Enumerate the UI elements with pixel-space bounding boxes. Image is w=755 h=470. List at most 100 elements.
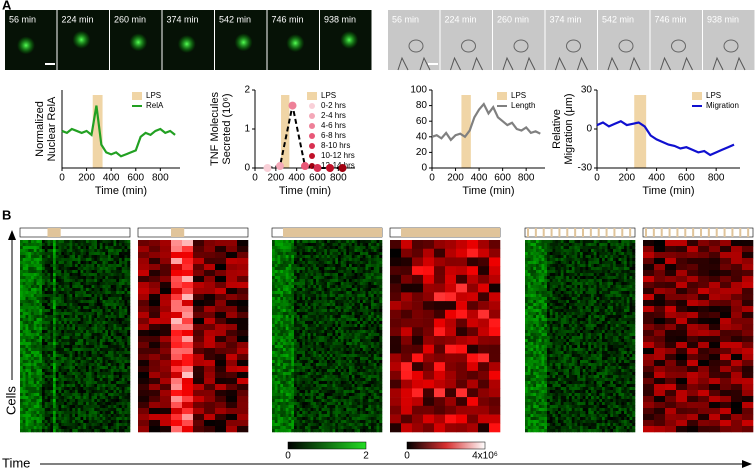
heat-cell: [124, 258, 128, 262]
heat-cell: [39, 258, 43, 262]
heat-cell: [349, 273, 353, 277]
heat-cell: [53, 258, 57, 262]
heat-cell: [305, 330, 309, 334]
heat-cell: [376, 312, 380, 316]
heat-cell: [237, 288, 249, 295]
heat-cell: [321, 306, 325, 310]
heat-cell: [119, 351, 123, 355]
heat-cell: [346, 351, 350, 355]
heat-cell: [149, 378, 161, 385]
heat-cell: [20, 396, 24, 400]
heat-cell: [53, 387, 57, 391]
heat-cell: [28, 429, 32, 433]
heat-cell: [42, 369, 46, 373]
heat-cell: [61, 285, 65, 289]
heat-cell: [36, 279, 40, 283]
heat-cell: [349, 315, 353, 319]
heat-cell: [127, 390, 131, 394]
heat-cell: [160, 258, 172, 265]
heat-cell: [329, 252, 333, 256]
heat-cell: [296, 321, 300, 325]
heat-cell: [324, 288, 328, 292]
heat-cell: [64, 309, 68, 313]
heat-cell: [77, 321, 81, 325]
heat-cell: [274, 336, 278, 340]
heat-cell: [64, 423, 68, 427]
heat-cell: [33, 414, 37, 418]
heat-cell: [365, 318, 369, 322]
heat-cell: [28, 276, 32, 280]
heat-cell: [299, 249, 303, 253]
heat-cell: [204, 300, 216, 307]
heat-cell: [343, 372, 347, 376]
heat-cell: [324, 261, 328, 265]
heat-cell: [97, 321, 101, 325]
heat-cell: [77, 243, 81, 247]
heat-cell: [291, 282, 295, 286]
heat-cell: [316, 279, 320, 283]
heat-cell: [360, 345, 364, 349]
heat-cell: [340, 246, 344, 250]
heat-cell: [376, 297, 380, 301]
heat-cell: [127, 351, 131, 355]
heat-cell: [102, 348, 106, 352]
heat-cell: [91, 345, 95, 349]
heat-cell: [215, 294, 227, 301]
heat-cell: [58, 393, 62, 397]
heat-cell: [86, 429, 90, 433]
heat-cell: [116, 387, 120, 391]
heat-cell: [25, 417, 29, 421]
y-tick-label: 30: [581, 85, 593, 96]
heat-cell: [33, 261, 37, 265]
heat-cell: [53, 390, 57, 394]
heat-cell: [97, 282, 101, 286]
heat-cell: [349, 378, 353, 382]
heat-cell: [285, 312, 289, 316]
heat-cell: [376, 279, 380, 283]
heat-cell: [105, 360, 109, 364]
heat-cell: [272, 273, 276, 277]
heat-cell: [343, 261, 347, 265]
heat-cell: [296, 288, 300, 292]
heat-cell: [283, 363, 287, 367]
heat-cell: [294, 375, 298, 379]
heat-cell: [88, 420, 92, 424]
heat-cell: [121, 345, 125, 349]
heat-cell: [28, 288, 32, 292]
heat-cell: [127, 303, 131, 307]
heat-cell: [277, 354, 281, 358]
heat-cell: [171, 264, 183, 271]
heat-cell: [105, 411, 109, 415]
heat-cell: [86, 414, 90, 418]
cell: [129, 33, 148, 52]
heat-cell: [288, 318, 292, 322]
heat-cell: [313, 306, 317, 310]
frame-time: 746 min: [655, 14, 687, 24]
heat-cell: [61, 297, 65, 301]
heat-cell: [75, 381, 79, 385]
heat-cell: [329, 348, 333, 352]
heat-cell: [105, 294, 109, 298]
heat-cell: [327, 360, 331, 364]
heat-cell: [272, 309, 276, 313]
heat-cell: [64, 426, 68, 430]
heat-cell: [340, 378, 344, 382]
heat-cell: [97, 348, 101, 352]
heat-cell: [277, 342, 281, 346]
heat-cell: [97, 270, 101, 274]
heat-cell: [97, 264, 101, 268]
heat-cell: [31, 324, 35, 328]
heat-cell: [351, 246, 355, 250]
heat-cell: [69, 399, 73, 403]
heat-cell: [99, 366, 103, 370]
heat-cell: [99, 252, 103, 256]
heat-cell: [61, 321, 65, 325]
heat-cell: [160, 282, 172, 289]
heat-cell: [28, 408, 32, 412]
heat-cell: [31, 357, 35, 361]
heat-cell: [379, 285, 383, 289]
heat-cell: [83, 291, 87, 295]
heat-cell: [88, 354, 92, 358]
heat-cell: [373, 309, 377, 313]
heat-cell: [343, 327, 347, 331]
